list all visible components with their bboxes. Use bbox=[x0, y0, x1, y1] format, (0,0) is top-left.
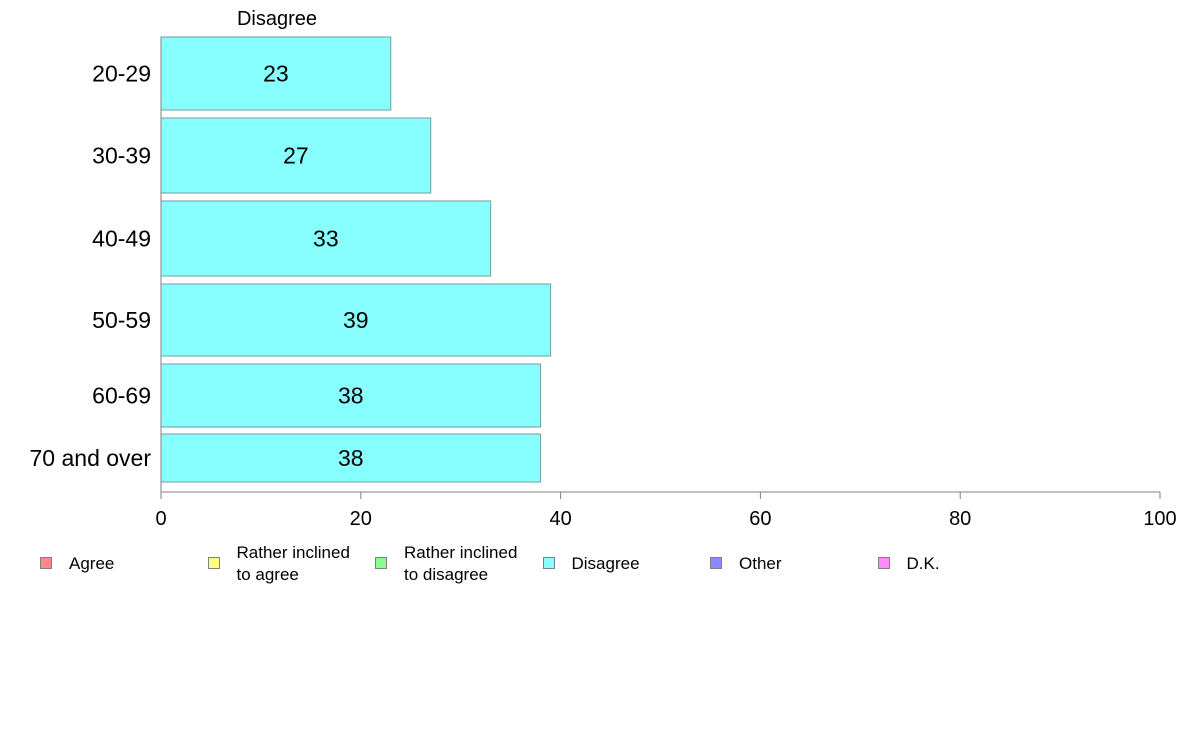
legend-swatch bbox=[375, 557, 387, 569]
chart-title: Disagree bbox=[237, 8, 317, 30]
x-tick-label: 80 bbox=[949, 508, 971, 530]
legend-label: Rather inclined to disagree bbox=[404, 543, 518, 584]
bar-30-39 bbox=[160, 117, 432, 194]
category-label: 50-59 bbox=[92, 307, 151, 333]
bar-value-label: 23 bbox=[263, 61, 289, 87]
bar-value-label: 27 bbox=[283, 143, 309, 169]
legend-label: Disagree bbox=[571, 554, 640, 573]
category-label: 40-49 bbox=[92, 226, 151, 252]
x-tick-label: 0 bbox=[155, 508, 166, 530]
bar-20-29 bbox=[160, 36, 392, 111]
bar-value-label: 39 bbox=[343, 307, 369, 333]
category-label: 60-69 bbox=[92, 383, 151, 409]
legend-swatch bbox=[40, 557, 52, 569]
bar-60-69 bbox=[160, 363, 542, 428]
bar-value-labels: 23 27 33 39 38 38 bbox=[263, 61, 369, 472]
category-label: 20-29 bbox=[92, 61, 151, 87]
x-tick-label: 40 bbox=[549, 508, 571, 530]
bar-value-label: 33 bbox=[313, 226, 339, 252]
legend-swatch bbox=[207, 557, 220, 569]
bars-group bbox=[160, 36, 552, 483]
legend: Agree Rather inclined to agree Rather incl… bbox=[0, 543, 1188, 593]
bar-value-label: 38 bbox=[338, 383, 364, 409]
category-label: 70 and over bbox=[30, 445, 152, 471]
x-tick-label: 20 bbox=[350, 508, 372, 530]
legend-label: Agree bbox=[69, 554, 115, 573]
legend-label: Rather inclined to agree bbox=[236, 543, 350, 584]
legend-swatch bbox=[542, 557, 555, 569]
x-tick-label: 60 bbox=[749, 508, 771, 530]
x-axis: 0 20 40 60 80 100 bbox=[155, 37, 1177, 530]
bar-70-and-over bbox=[160, 433, 542, 483]
x-tick-label: 100 bbox=[1143, 508, 1176, 530]
bar-value-label: 38 bbox=[338, 445, 364, 471]
category-label: 30-39 bbox=[92, 143, 151, 169]
category-labels: 20-29 30-39 40-49 50-59 60-69 70 and over bbox=[30, 61, 152, 472]
bar-40-49 bbox=[160, 200, 492, 277]
legend-swatch bbox=[877, 557, 890, 569]
legend-swatch bbox=[710, 557, 722, 569]
legend-label: Other bbox=[739, 554, 782, 573]
bar-50-59 bbox=[160, 283, 552, 357]
legend-label: D.K. bbox=[906, 554, 940, 573]
